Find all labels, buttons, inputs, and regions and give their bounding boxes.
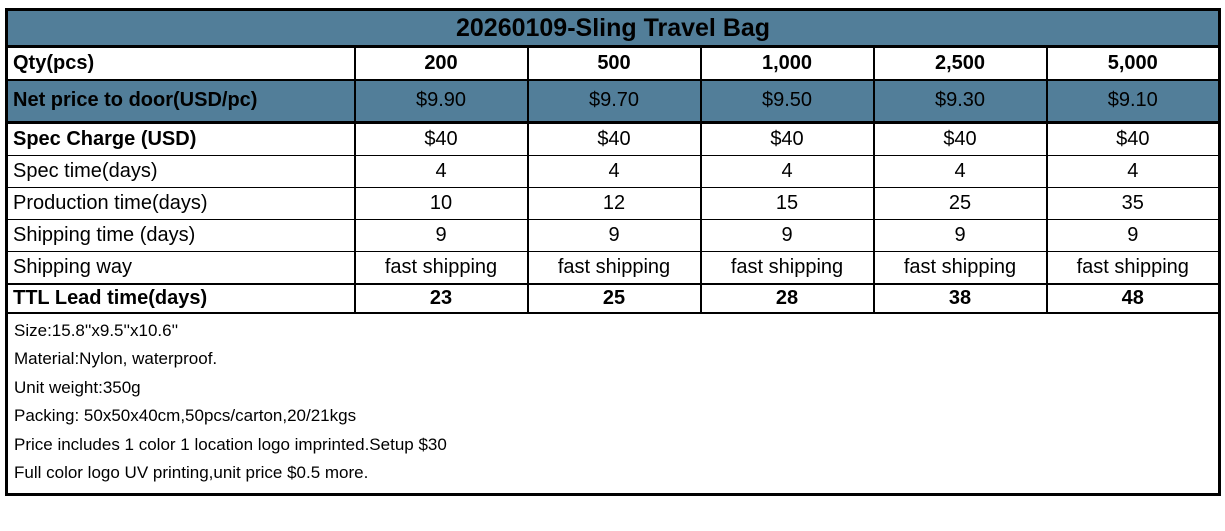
cell-spec-time-2: 4 — [526, 155, 702, 188]
cell-production-time-3: 15 — [699, 187, 875, 220]
cell-shipping-way-3: fast shipping — [699, 251, 875, 284]
cell-production-time-4: 25 — [872, 187, 1048, 220]
cell-spec-time-3: 4 — [699, 155, 875, 188]
table-row-spec-time: Spec time(days) 4 4 4 4 4 — [5, 155, 1221, 188]
table-row-ttl-lead-time: TTL Lead time(days) 23 25 28 38 48 — [5, 282, 1221, 314]
note-packing: Packing: 50x50x40cm,50pcs/carton,20/21kg… — [14, 406, 357, 425]
cell-spec-charge-1: $40 — [353, 121, 529, 156]
notes-cell: Size:15.8''x9.5''x10.6'' Material:Nylon,… — [5, 311, 1221, 496]
row-label-spec-time: Spec time(days) — [5, 155, 356, 188]
cell-spec-charge-4: $40 — [872, 121, 1048, 156]
cell-spec-time-5: 4 — [1045, 155, 1221, 188]
cell-shipping-way-1: fast shipping — [353, 251, 529, 284]
cell-spec-time-1: 4 — [353, 155, 529, 188]
price-quote-table: 20260109-Sling Travel Bag Qty(pcs) 200 5… — [5, 8, 1222, 496]
cell-production-time-2: 12 — [526, 187, 702, 220]
cell-qty-1: 200 — [353, 45, 529, 81]
cell-net-price-3: $9.50 — [699, 78, 875, 124]
table-row-qty: Qty(pcs) 200 500 1,000 2,500 5,000 — [5, 45, 1221, 81]
cell-qty-5: 5,000 — [1045, 45, 1221, 81]
row-label-ttl-lead-time: TTL Lead time(days) — [5, 282, 356, 314]
row-label-net-price: Net price to door(USD/pc) — [5, 78, 356, 124]
cell-shipping-time-1: 9 — [353, 219, 529, 252]
cell-spec-charge-2: $40 — [526, 121, 702, 156]
cell-ttl-3: 28 — [699, 282, 875, 314]
cell-spec-charge-3: $40 — [699, 121, 875, 156]
row-label-shipping-time: Shipping time (days) — [5, 219, 356, 252]
row-label-spec-charge: Spec Charge (USD) — [5, 121, 356, 156]
cell-ttl-1: 23 — [353, 282, 529, 314]
note-unit-weight: Unit weight:350g — [14, 377, 141, 397]
cell-production-time-5: 35 — [1045, 187, 1221, 220]
cell-shipping-time-5: 9 — [1045, 219, 1221, 252]
cell-shipping-time-4: 9 — [872, 219, 1048, 252]
cell-spec-charge-5: $40 — [1045, 121, 1221, 156]
cell-shipping-way-5: fast shipping — [1045, 251, 1221, 284]
cell-qty-3: 1,000 — [699, 45, 875, 81]
table-row-shipping-way: Shipping way fast shipping fast shipping… — [5, 251, 1221, 284]
cell-net-price-5: $9.10 — [1045, 78, 1221, 124]
cell-shipping-time-3: 9 — [699, 219, 875, 252]
cell-qty-4: 2,500 — [872, 45, 1048, 81]
note-logo-imprint: Price includes 1 color 1 location logo i… — [14, 434, 447, 454]
cell-spec-time-4: 4 — [872, 155, 1048, 188]
cell-net-price-4: $9.30 — [872, 78, 1048, 124]
cell-qty-2: 500 — [526, 45, 702, 81]
cell-ttl-4: 38 — [872, 282, 1048, 314]
table-row-production-time: Production time(days) 10 12 15 25 35 — [5, 187, 1221, 220]
cell-net-price-1: $9.90 — [353, 78, 529, 124]
table-row-net-price: Net price to door(USD/pc) $9.90 $9.70 $9… — [5, 78, 1221, 124]
note-material: Material:Nylon, waterproof. — [14, 349, 218, 368]
cell-shipping-time-2: 9 — [526, 219, 702, 252]
table-title: 20260109-Sling Travel Bag — [5, 8, 1221, 48]
note-size: Size:15.8''x9.5''x10.6'' — [14, 320, 179, 340]
table-row-shipping-time: Shipping time (days) 9 9 9 9 9 — [5, 219, 1221, 252]
cell-production-time-1: 10 — [353, 187, 529, 220]
cell-ttl-5: 48 — [1045, 282, 1221, 314]
row-label-qty: Qty(pcs) — [5, 45, 356, 81]
table-row-notes: Size:15.8''x9.5''x10.6'' Material:Nylon,… — [5, 311, 1221, 496]
cell-net-price-2: $9.70 — [526, 78, 702, 124]
cell-shipping-way-4: fast shipping — [872, 251, 1048, 284]
row-label-shipping-way: Shipping way — [5, 251, 356, 284]
note-uv-printing: Full color logo UV printing,unit price $… — [14, 463, 369, 482]
row-label-production-time: Production time(days) — [5, 187, 356, 220]
cell-shipping-way-2: fast shipping — [526, 251, 702, 284]
cell-ttl-2: 25 — [526, 282, 702, 314]
table-row-title: 20260109-Sling Travel Bag — [5, 8, 1221, 48]
table-row-spec-charge: Spec Charge (USD) $40 $40 $40 $40 $40 — [5, 121, 1221, 156]
